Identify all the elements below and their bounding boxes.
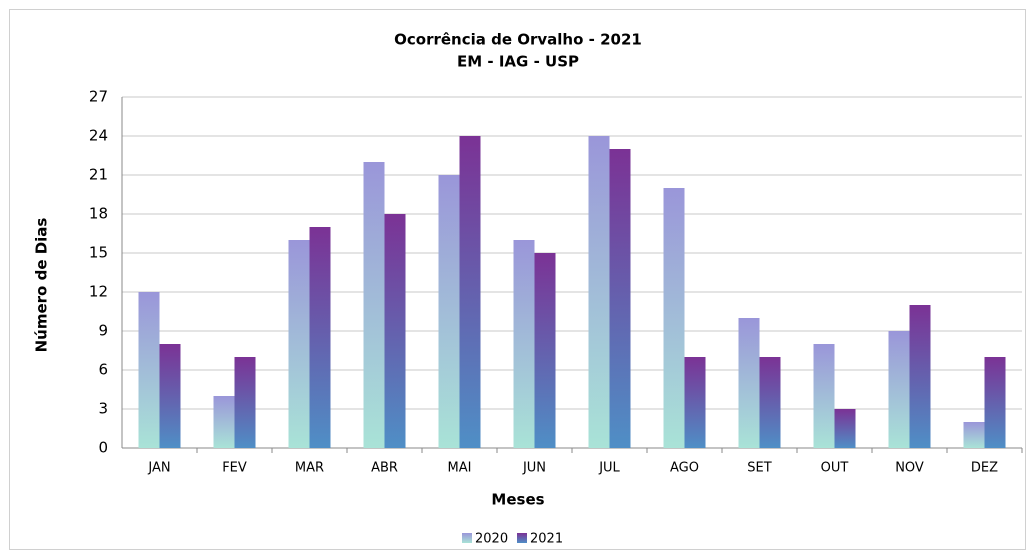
bar (138, 292, 160, 448)
y-tick-label: 0 (98, 439, 108, 457)
bar (588, 136, 610, 448)
bar (684, 357, 706, 448)
bar (534, 253, 556, 448)
x-tick-label: AGO (670, 461, 699, 476)
y-tick-label: 6 (98, 361, 108, 379)
x-tick-label: SET (747, 461, 771, 476)
y-tick-label: 12 (89, 283, 108, 301)
y-tick-label: 24 (89, 127, 108, 145)
bar (384, 214, 406, 448)
x-tick-label: JAN (147, 461, 170, 476)
x-tick-label: ABR (371, 461, 398, 476)
y-tick-label: 9 (98, 322, 108, 340)
bar (234, 357, 256, 448)
bar (963, 422, 985, 448)
bar (363, 162, 385, 448)
x-tick-label: JUL (598, 461, 620, 476)
y-tick-label: 3 (98, 400, 108, 418)
x-tick-label: DEZ (971, 461, 998, 476)
bar (834, 409, 856, 448)
y-tick-label: 27 (89, 88, 108, 106)
chart-subtitle: EM - IAG - USP (457, 53, 579, 71)
x-tick-label: OUT (821, 461, 849, 476)
x-tick-label: MAI (448, 461, 472, 476)
bar (663, 188, 685, 448)
x-tick-label: FEV (222, 461, 247, 476)
bar (309, 227, 331, 448)
x-tick-label: MAR (295, 461, 324, 476)
bar (909, 305, 931, 448)
bar (459, 136, 481, 448)
bar (513, 240, 535, 448)
bar (609, 149, 631, 448)
bar (159, 344, 181, 448)
bar (213, 396, 235, 448)
chart-title: Ocorrência de Orvalho - 2021 (394, 31, 642, 49)
x-tick-label: NOV (895, 461, 924, 476)
legend-swatch (517, 533, 527, 543)
y-axis-title: Número de Dias (33, 218, 51, 353)
y-tick-label: 15 (89, 244, 108, 262)
legend-label: 2021 (530, 532, 563, 547)
bar (984, 357, 1006, 448)
bar (759, 357, 781, 448)
legend-label: 2020 (475, 532, 508, 547)
bar (813, 344, 835, 448)
x-tick-label: JUN (522, 461, 546, 476)
y-tick-label: 21 (89, 166, 108, 184)
bar (438, 175, 460, 448)
legend-swatch (462, 533, 472, 543)
x-axis-title: Meses (491, 491, 544, 509)
bar (888, 331, 910, 448)
bar (738, 318, 760, 448)
bar (288, 240, 310, 448)
y-tick-label: 18 (89, 205, 108, 223)
